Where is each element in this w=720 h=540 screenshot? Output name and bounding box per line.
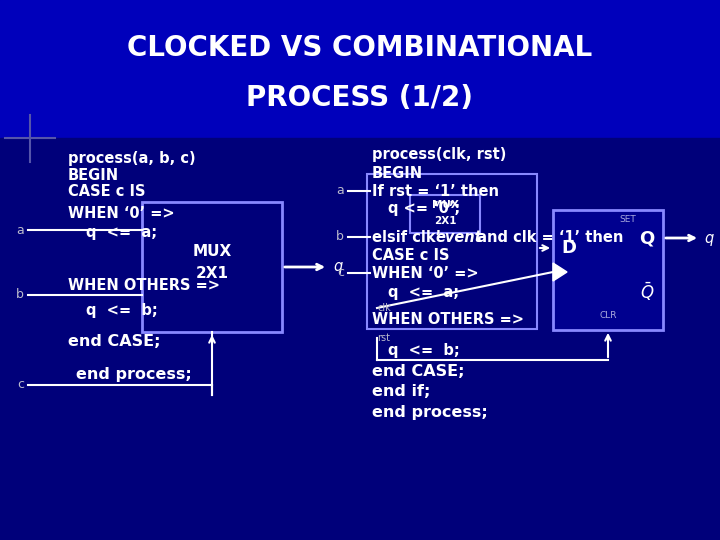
Bar <box>480 0 496 160</box>
Text: CASE c IS: CASE c IS <box>68 185 145 199</box>
Text: b: b <box>16 288 24 301</box>
Text: 2X1: 2X1 <box>433 216 456 226</box>
Bar <box>496 0 512 160</box>
Bar <box>142 202 282 332</box>
Text: process(a, b, c): process(a, b, c) <box>68 151 196 165</box>
Bar <box>464 0 480 160</box>
Bar <box>410 195 480 233</box>
Text: elsif clk’: elsif clk’ <box>372 230 441 245</box>
Bar <box>608 0 624 160</box>
Bar <box>512 0 528 160</box>
Text: b: b <box>336 231 344 244</box>
Bar <box>560 0 576 160</box>
Text: WHEN ‘0’ =>: WHEN ‘0’ => <box>372 266 479 280</box>
Text: event: event <box>435 230 482 245</box>
Bar <box>576 0 592 160</box>
Bar <box>0 138 720 540</box>
Bar <box>672 0 688 160</box>
Text: 2X1: 2X1 <box>196 267 228 281</box>
Text: MUX: MUX <box>431 200 459 210</box>
Bar <box>528 0 544 160</box>
Text: clk: clk <box>377 303 391 313</box>
Bar <box>624 0 640 160</box>
Text: CLOCKED VS COMBINATIONAL: CLOCKED VS COMBINATIONAL <box>127 34 593 62</box>
Text: q: q <box>333 260 342 274</box>
Text: D: D <box>562 239 577 257</box>
Text: WHEN OTHERS =>: WHEN OTHERS => <box>68 278 220 293</box>
Text: Q: Q <box>639 229 654 247</box>
Text: a: a <box>336 185 344 198</box>
Bar <box>688 0 704 160</box>
Text: SET: SET <box>619 214 636 224</box>
Text: $\bar{Q}$: $\bar{Q}$ <box>640 281 654 303</box>
Bar <box>640 0 656 160</box>
Text: and clk = ‘1’ then: and clk = ‘1’ then <box>472 230 624 245</box>
Bar <box>544 0 560 160</box>
Text: end CASE;: end CASE; <box>372 364 464 380</box>
Text: end if;: end if; <box>372 384 431 400</box>
Text: q <= ‘0’;: q <= ‘0’; <box>388 201 460 217</box>
Text: CASE c IS: CASE c IS <box>372 247 449 262</box>
Text: BEGIN: BEGIN <box>372 165 423 180</box>
Text: q  <=  a;: q <= a; <box>388 285 459 300</box>
Text: c: c <box>17 379 24 392</box>
Text: PROCESS (1/2): PROCESS (1/2) <box>246 84 474 112</box>
Text: If rst = ‘1’ then: If rst = ‘1’ then <box>372 184 499 199</box>
Text: process(clk, rst): process(clk, rst) <box>372 147 506 163</box>
Bar <box>400 0 416 160</box>
Text: q: q <box>704 231 714 246</box>
Text: q  <=  a;: q <= a; <box>86 225 157 240</box>
Text: c: c <box>337 267 344 280</box>
Bar <box>432 0 448 160</box>
Bar <box>553 210 663 330</box>
Text: end process;: end process; <box>76 368 192 382</box>
Bar <box>367 174 537 329</box>
Text: WHEN OTHERS =>: WHEN OTHERS => <box>372 313 524 327</box>
Bar <box>0 0 720 138</box>
Text: q  <=  b;: q <= b; <box>86 302 158 318</box>
Bar <box>704 0 720 160</box>
Bar <box>656 0 672 160</box>
Text: WHEN ‘0’ =>: WHEN ‘0’ => <box>68 206 175 220</box>
Bar <box>416 0 432 160</box>
Text: end process;: end process; <box>372 404 487 420</box>
Text: MUX: MUX <box>192 245 232 260</box>
Text: q  <=  b;: q <= b; <box>388 343 460 359</box>
Polygon shape <box>553 263 567 281</box>
Text: rst: rst <box>377 333 390 343</box>
Bar <box>448 0 464 160</box>
Text: end CASE;: end CASE; <box>68 334 161 349</box>
Bar <box>592 0 608 160</box>
Text: CLR: CLR <box>599 312 617 321</box>
Text: BEGIN: BEGIN <box>68 167 119 183</box>
Text: a: a <box>17 224 24 237</box>
